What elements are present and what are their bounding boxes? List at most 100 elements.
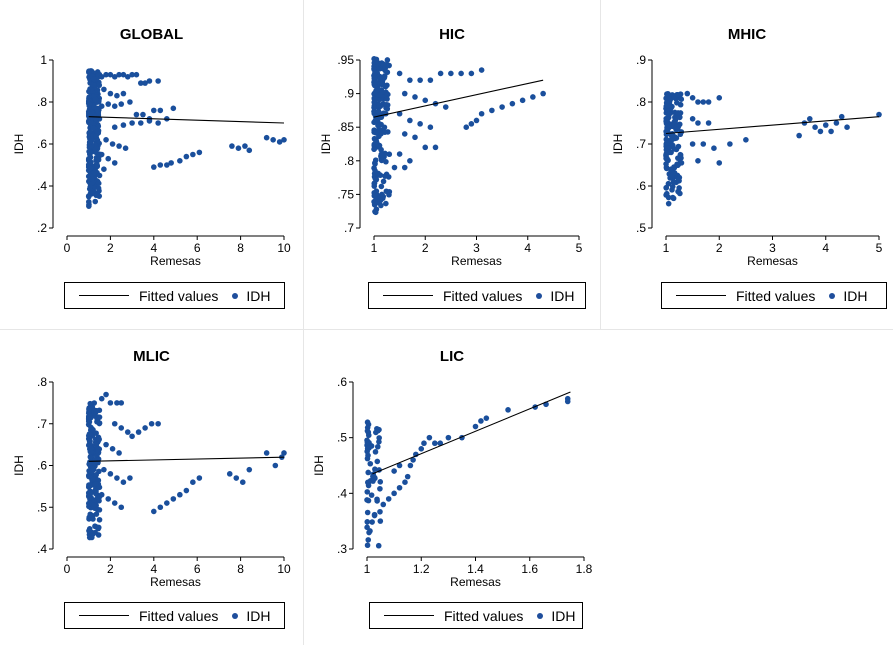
- data-point: [140, 111, 146, 118]
- data-point: [377, 485, 383, 492]
- x-tick-label: 5: [576, 241, 583, 255]
- fitted-line-swatch: [676, 295, 726, 296]
- data-point: [391, 164, 398, 171]
- data-point: [246, 466, 253, 473]
- legend-points-label: IDH: [246, 607, 271, 624]
- x-tick-label: 6: [194, 562, 201, 576]
- x-tick-label: 1.8: [576, 562, 593, 576]
- fitted-line: [372, 391, 571, 475]
- x-tick-label: 10: [277, 241, 291, 255]
- data-point: [103, 71, 109, 78]
- data-point: [468, 121, 475, 127]
- data-point: [87, 454, 94, 460]
- data-point: [695, 158, 701, 164]
- data-point: [378, 202, 384, 209]
- fitted-line-swatch: [383, 295, 433, 296]
- y-tick-label: .8: [636, 95, 646, 109]
- data-point: [95, 185, 102, 192]
- data-points: [85, 68, 287, 209]
- chart-title: LIC: [439, 348, 465, 365]
- y-tick-label: .7: [37, 417, 47, 431]
- chart-legend: Fitted values IDH: [369, 602, 583, 629]
- chart-legend: Fitted values IDH: [368, 282, 586, 309]
- data-point: [90, 125, 97, 131]
- data-point: [87, 400, 94, 407]
- legend-points-label: IDH: [551, 607, 576, 624]
- data-point: [368, 492, 375, 498]
- data-point: [540, 90, 546, 97]
- data-point: [239, 479, 246, 485]
- data-point: [402, 479, 408, 485]
- data-point: [118, 101, 125, 107]
- x-tick-label: 2: [422, 241, 429, 255]
- data-point: [377, 518, 384, 524]
- data-point: [478, 418, 484, 424]
- y-tick-label: .9: [344, 87, 354, 101]
- data-point: [417, 77, 423, 83]
- data-point: [665, 111, 672, 117]
- scatter-plot: .7 .75 .8 .85 .9 .95 1 2 3 4 5 Remesas IDH: [319, 53, 583, 268]
- data-point: [92, 198, 99, 205]
- scatter-plot: .5 .6 .7 .8 .9 1 2 3 4 5 Remesas IDH: [611, 53, 883, 268]
- data-point: [364, 424, 371, 431]
- x-tick-label: 3: [769, 241, 776, 255]
- fitted-line-swatch: [79, 295, 129, 296]
- legend-points-label: IDH: [843, 287, 868, 304]
- y-tick-label: .7: [344, 221, 354, 235]
- legend-fitted-label: Fitted values: [736, 287, 816, 304]
- data-point: [146, 78, 153, 84]
- data-point: [364, 519, 371, 525]
- data-point: [727, 141, 733, 147]
- legend-fitted-label: Fitted values: [139, 287, 219, 304]
- data-point: [384, 105, 391, 112]
- data-point: [674, 162, 681, 169]
- data-point: [473, 117, 480, 124]
- data-point: [151, 164, 157, 170]
- data-point: [372, 96, 379, 103]
- data-point: [86, 119, 92, 126]
- data-point: [233, 475, 240, 481]
- chart-title: MHIC: [727, 26, 767, 43]
- data-point: [806, 116, 813, 122]
- chart-panel-mlic: MLIC .4 .5 .6 .7 .8 0 2 4 6 8 10 Remesas IDH Fitted v…: [0, 330, 303, 645]
- data-point: [88, 445, 94, 452]
- data-point: [127, 475, 133, 481]
- y-axis-label: IDH: [611, 134, 625, 155]
- data-points: [371, 56, 546, 216]
- data-point: [372, 79, 379, 86]
- data-point: [374, 498, 380, 504]
- data-point: [422, 97, 429, 104]
- data-points: [663, 90, 882, 207]
- x-tick-label: 1.2: [413, 562, 430, 576]
- data-point: [401, 90, 408, 97]
- data-point: [190, 151, 196, 158]
- data-point: [689, 141, 696, 147]
- data-point: [281, 137, 287, 143]
- data-point: [86, 139, 93, 146]
- data-point: [828, 128, 834, 135]
- x-axis-label: Remesas: [450, 575, 501, 589]
- data-point: [89, 465, 96, 472]
- data-point: [404, 473, 411, 480]
- data-point: [155, 120, 161, 126]
- data-point: [530, 94, 536, 100]
- data-point: [674, 91, 681, 98]
- data-point: [422, 144, 429, 151]
- legend-points-label: IDH: [246, 287, 271, 304]
- y-tick-label: .95: [337, 53, 354, 67]
- data-point: [478, 67, 485, 73]
- data-point: [272, 462, 279, 469]
- data-point: [105, 155, 112, 162]
- data-point: [844, 124, 850, 130]
- data-point: [146, 118, 153, 124]
- x-tick-label: 6: [194, 241, 201, 255]
- data-point: [91, 76, 97, 82]
- x-axis-label: Remesas: [150, 575, 201, 589]
- data-point: [129, 71, 135, 78]
- data-point: [370, 478, 376, 484]
- data-point: [151, 107, 157, 114]
- data-point: [374, 443, 381, 450]
- data-point: [142, 425, 148, 431]
- data-point: [105, 101, 112, 107]
- data-point: [822, 122, 829, 128]
